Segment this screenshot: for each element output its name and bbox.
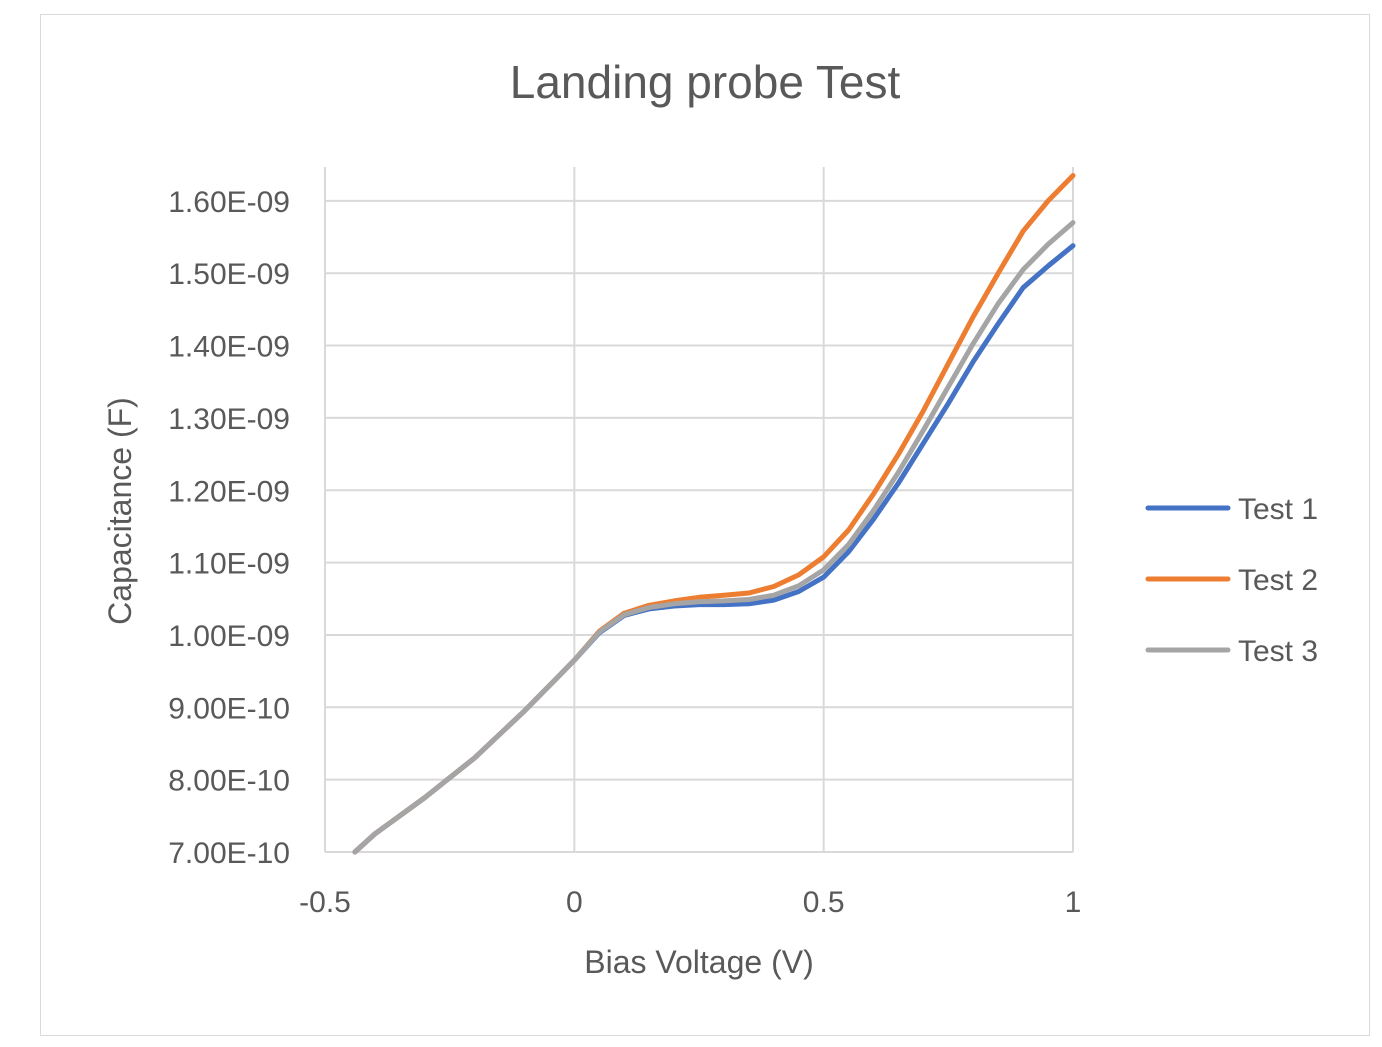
y-tick-label: 1.40E-09 xyxy=(168,331,290,364)
series-line-test-3 xyxy=(352,220,1076,855)
gridlines xyxy=(324,167,1074,852)
y-tick-label: 1.30E-09 xyxy=(168,403,290,436)
x-tick-labels: -0.5 0 0.5 1 xyxy=(299,886,1081,919)
y-tick-label: 1.60E-09 xyxy=(168,186,290,219)
legend-label: Test 1 xyxy=(1238,493,1318,526)
y-tick-label: 8.00E-10 xyxy=(168,765,290,798)
chart-area xyxy=(40,14,1370,1036)
y-tick-label: 1.00E-09 xyxy=(168,620,290,653)
y-axis-label: Capacitance (F) xyxy=(102,397,138,625)
y-tick-label: 1.50E-09 xyxy=(168,258,290,291)
series-line-test-2 xyxy=(352,173,1076,855)
x-axis-label: Bias Voltage (V) xyxy=(584,944,813,980)
y-tick-label: 1.20E-09 xyxy=(168,475,290,508)
legend-label: Test 3 xyxy=(1238,635,1318,668)
x-tick-label: 1 xyxy=(1065,886,1082,919)
chart-title: Landing probe Test xyxy=(510,56,901,108)
legend: Test 1 Test 2 Test 3 xyxy=(1145,493,1318,668)
x-tick-label: 0.5 xyxy=(803,886,845,919)
x-tick-label: 0 xyxy=(566,886,583,919)
y-tick-label: 7.00E-10 xyxy=(168,837,290,870)
x-tick-label: -0.5 xyxy=(299,886,351,919)
series-lines xyxy=(352,173,1076,855)
y-tick-labels: 7.00E-10 8.00E-10 9.00E-10 1.00E-09 1.10E-09… xyxy=(168,186,290,870)
legend-label: Test 2 xyxy=(1238,564,1318,597)
y-tick-label: 9.00E-10 xyxy=(168,692,290,725)
y-tick-label: 1.10E-09 xyxy=(168,548,290,581)
